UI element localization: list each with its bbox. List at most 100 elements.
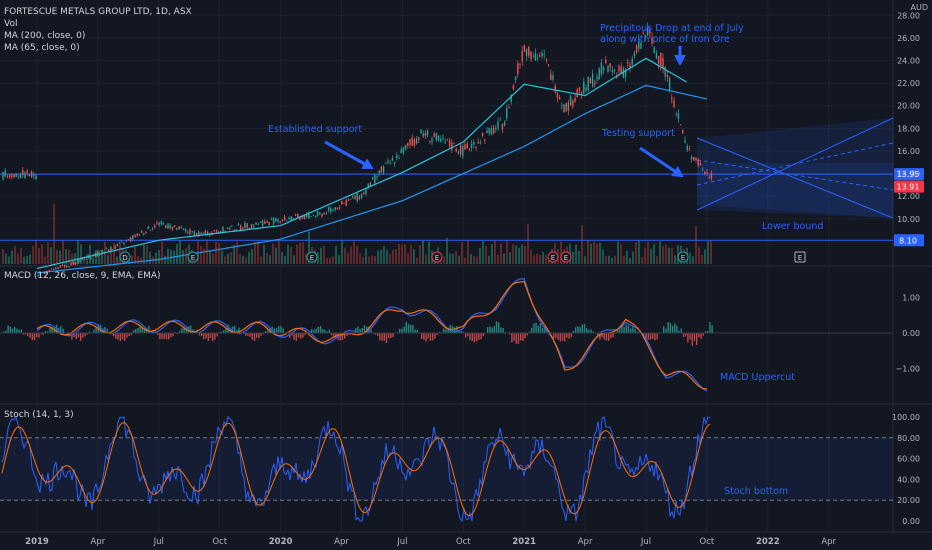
candle-body	[426, 130, 429, 136]
candle-body	[602, 67, 605, 71]
volume-bar	[710, 240, 712, 264]
macd-histogram-bar	[678, 330, 680, 333]
volume-bar	[119, 243, 121, 264]
macd-histogram-bar	[9, 326, 11, 333]
candle-body	[248, 227, 251, 229]
macd-histogram-bar	[469, 333, 471, 341]
macd-histogram-bar	[460, 330, 462, 333]
macd-histogram-bar	[179, 330, 181, 333]
macd-histogram-bar	[674, 323, 676, 333]
candle-body	[695, 157, 697, 161]
candle-body	[270, 219, 273, 220]
volume-bar	[74, 253, 76, 264]
volume-bar	[149, 251, 151, 264]
candle-body	[70, 263, 72, 266]
macd-histogram-bar	[509, 333, 511, 335]
macd-histogram-bar	[407, 323, 410, 333]
candle-body	[576, 89, 578, 98]
price-tick-label: 10.00	[897, 215, 920, 224]
volume-bar	[671, 247, 673, 264]
candle-body	[37, 274, 39, 277]
volume-bar	[674, 255, 676, 264]
candle-body	[400, 149, 402, 154]
event-marker	[560, 251, 572, 263]
x-tick-label: Jul	[153, 537, 164, 547]
volume-bar	[356, 245, 358, 264]
macd-histogram-bar	[207, 333, 209, 341]
candle-body	[17, 176, 20, 178]
macd-histogram-bar	[141, 326, 143, 333]
macd-histogram-bar	[663, 326, 665, 333]
price-legend: FORTESCUE METALS GROUP LTD, 1D, ASX Vol …	[4, 6, 192, 54]
candle-body	[497, 121, 499, 129]
macd-histogram-bar	[570, 333, 572, 338]
macd-histogram-bar	[245, 333, 247, 336]
volume-bar	[614, 255, 616, 264]
event-marker	[677, 251, 689, 263]
candle-body	[149, 230, 152, 231]
macd-histogram-bar	[553, 333, 555, 338]
candle-body	[162, 223, 165, 225]
macd-histogram-bar	[275, 328, 278, 333]
macd-histogram-bar	[555, 333, 557, 338]
macd-histogram-bar	[379, 333, 381, 341]
annotation-drop-2: along with price of Iron Ore	[600, 34, 730, 45]
macd-histogram-bar	[480, 333, 482, 340]
macd-histogram-bar	[317, 326, 319, 333]
volume-bar	[629, 257, 631, 264]
volume-bar	[233, 244, 235, 264]
candle-body	[343, 202, 345, 204]
event-marker-label: E	[564, 254, 568, 262]
macd-histogram-bar	[478, 333, 480, 340]
volume-bar	[2, 249, 4, 264]
macd-histogram-bar	[616, 330, 619, 333]
candle-body	[349, 199, 352, 201]
candle-body	[512, 85, 515, 89]
volume-bar	[638, 240, 640, 264]
volume-bar	[107, 255, 109, 264]
volume-bar	[611, 257, 613, 264]
candle-body	[499, 119, 501, 121]
candle-body	[585, 87, 587, 91]
macd-histogram-bar	[209, 333, 212, 339]
candle-body	[198, 231, 200, 236]
x-tick-label: Oct	[212, 537, 227, 547]
macd-histogram-bar	[495, 321, 498, 333]
candle-body	[4, 170, 6, 177]
volume-bar	[524, 245, 526, 264]
candle-body	[189, 229, 191, 235]
candle-body	[607, 65, 609, 73]
macd-histogram-bar	[621, 325, 623, 333]
volume-bar	[491, 244, 493, 264]
macd-histogram-bar	[324, 330, 326, 333]
x-tick-label: Apr	[334, 537, 349, 547]
candle-body	[444, 141, 446, 144]
macd-histogram-bar	[693, 333, 696, 341]
candle-body	[336, 207, 339, 210]
macd-histogram-bar	[377, 333, 379, 336]
volume-bar	[704, 249, 706, 264]
candle-body	[470, 143, 473, 149]
candle-body	[180, 226, 182, 228]
candle-body	[675, 113, 677, 115]
volume-bar	[299, 242, 301, 264]
macd-histogram-bar	[381, 333, 383, 341]
volume-bar	[473, 255, 475, 264]
volume-bar	[326, 257, 328, 264]
price-pane: 13.95 8.10 13.91 E D E E E E E E	[0, 22, 924, 277]
volume-bar	[47, 242, 49, 264]
volume-bar	[335, 245, 337, 264]
candle-body	[110, 247, 112, 251]
macd-histogram-bar	[392, 333, 394, 338]
macd-histogram-bar	[535, 322, 537, 333]
macd-histogram-bar	[583, 324, 586, 333]
price-badge-label: 13.91	[897, 183, 920, 192]
macd-histogram-bar	[273, 328, 275, 333]
channel-fill	[697, 118, 893, 218]
volume-bar	[56, 249, 58, 264]
macd-histogram-bar	[438, 331, 440, 333]
candle-body	[517, 63, 519, 74]
macd-histogram-bar	[128, 333, 130, 336]
macd-histogram-bar	[313, 329, 315, 333]
macd-histogram-bar	[454, 327, 456, 333]
